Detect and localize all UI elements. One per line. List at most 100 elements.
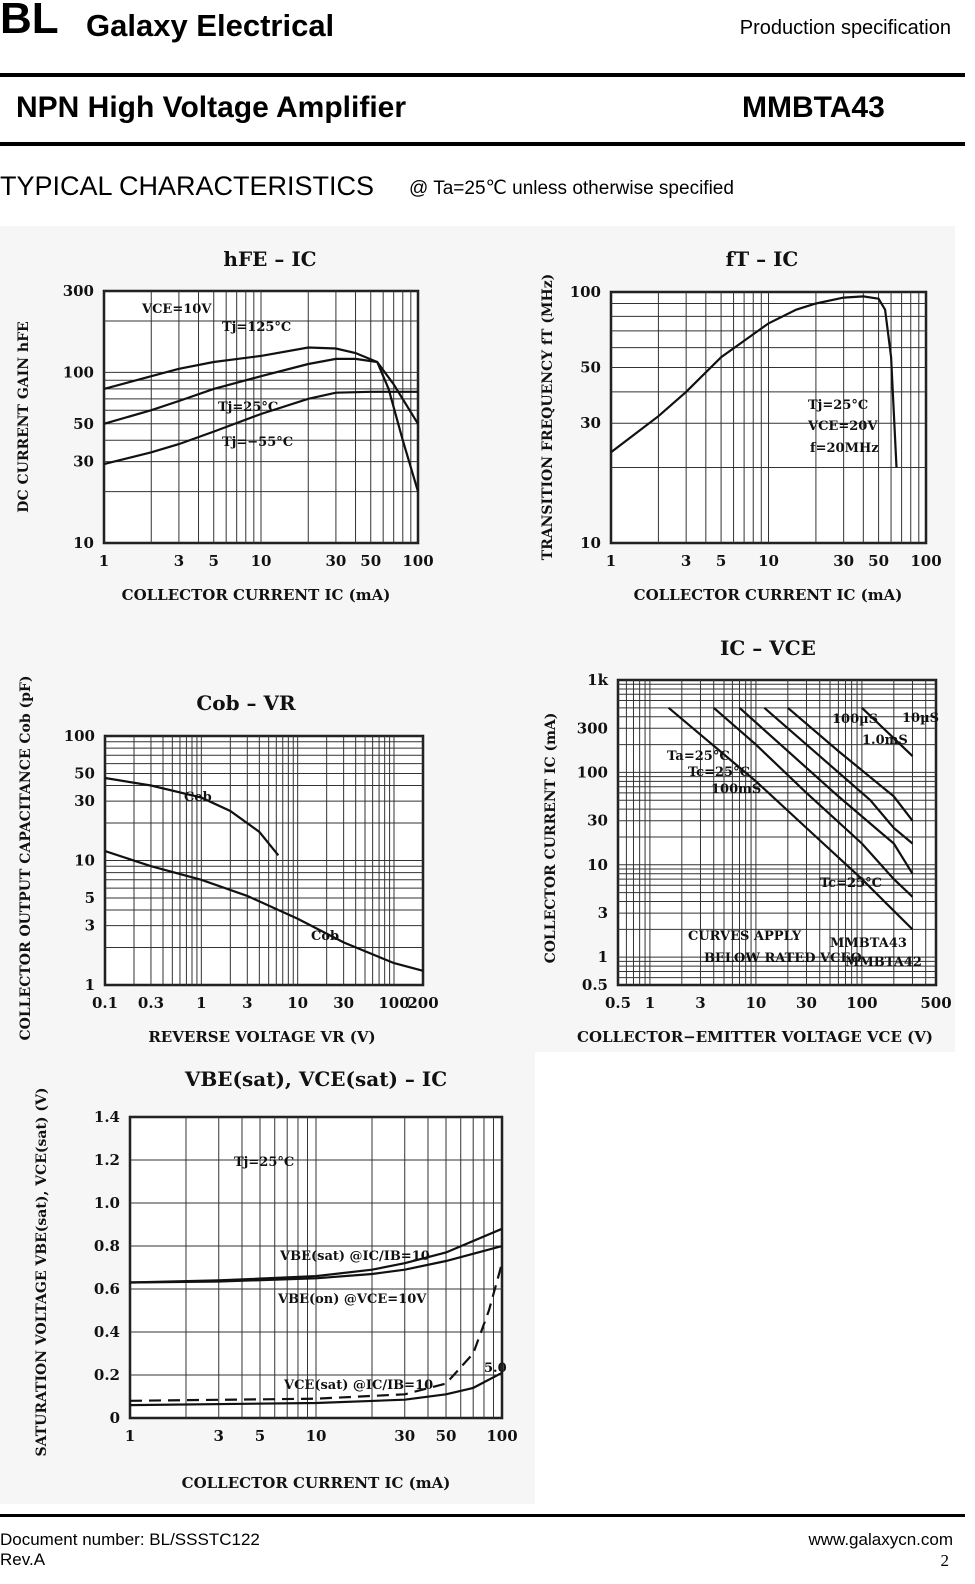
header-rule bbox=[0, 73, 965, 77]
series-line-6 bbox=[861, 707, 914, 757]
annotation: BELOW RATED VCEO bbox=[704, 951, 862, 966]
x-tick-label: 1 bbox=[645, 994, 655, 1012]
x-tick-label: 10 bbox=[287, 994, 308, 1012]
annotation: Tj=25°C bbox=[808, 398, 868, 413]
chart-title: IC – VCE bbox=[720, 636, 816, 660]
x-tick-label: 0.5 bbox=[605, 994, 631, 1012]
y-tick-label: 50 bbox=[74, 764, 95, 782]
y-tick-label: 1.0 bbox=[94, 1194, 120, 1212]
annotation: 100µS bbox=[832, 712, 878, 727]
annotation: 5.0 bbox=[484, 1361, 507, 1376]
annotation: Cob bbox=[311, 929, 339, 944]
x-tick-label: 10 bbox=[306, 1427, 327, 1445]
x-axis-label: COLLECTOR CURRENT IC (mA) bbox=[634, 586, 903, 604]
x-tick-label: 100 bbox=[486, 1427, 517, 1445]
annotation: Ta=25°C bbox=[667, 749, 730, 764]
annotation: f=20MHz bbox=[810, 441, 879, 456]
series-line-1 bbox=[667, 706, 914, 931]
company-name: Galaxy Electrical bbox=[86, 8, 335, 43]
y-tick-label: 100 bbox=[577, 763, 608, 781]
y-tick-label: 0.8 bbox=[94, 1237, 120, 1255]
page-number: 2 bbox=[940, 1551, 950, 1570]
annotation: VCE=10V bbox=[141, 302, 212, 317]
y-axis-label: TRANSITION FREQUENCY fT (MHz) bbox=[540, 274, 556, 561]
y-tick-label: 1 bbox=[85, 976, 95, 994]
annotation: Tc=25°C bbox=[688, 765, 750, 780]
y-tick-label: 10 bbox=[73, 534, 94, 552]
x-tick-label: 3 bbox=[681, 552, 691, 570]
series-line-3 bbox=[738, 706, 914, 875]
x-tick-label: 200 bbox=[407, 994, 438, 1012]
annotation: 10µS bbox=[902, 711, 939, 726]
annotation: Tc=25°C bbox=[820, 876, 882, 891]
y-axis-label: COLLECTOR CURRENT IC (mA) bbox=[543, 713, 559, 964]
x-tick-label: 50 bbox=[360, 552, 381, 570]
y-tick-label: 0.5 bbox=[582, 976, 608, 994]
x-tick-label: 5 bbox=[255, 1427, 265, 1445]
x-tick-label: 30 bbox=[333, 994, 354, 1012]
y-tick-label: 30 bbox=[580, 414, 601, 432]
chart-title: hFE – IC bbox=[223, 247, 316, 271]
x-tick-label: 1 bbox=[125, 1427, 135, 1445]
annotation: VCE=20V bbox=[807, 419, 878, 434]
x-tick-label: 30 bbox=[796, 994, 817, 1012]
y-tick-label: 30 bbox=[587, 812, 608, 830]
y-tick-label: 300 bbox=[577, 719, 608, 737]
chart-title: Cob – VR bbox=[196, 691, 296, 715]
chart-1: 1 3 5 10 30 50 100 10 30 50 100 300 hFE – IC COLLECTO… bbox=[16, 247, 434, 604]
series-line-2 bbox=[103, 357, 420, 492]
y-tick-label: 100 bbox=[64, 727, 95, 745]
x-tick-label: 5 bbox=[209, 552, 219, 570]
y-tick-label: 1k bbox=[587, 671, 608, 689]
plot-area bbox=[616, 678, 938, 987]
website-link[interactable]: www.galaxycn.com bbox=[808, 1530, 953, 1549]
series-line-5 bbox=[787, 706, 914, 822]
x-axis-label: COLLECTOR CURRENT IC (mA) bbox=[182, 1474, 451, 1492]
x-tick-label: 1 bbox=[606, 552, 616, 570]
product-title: NPN High Voltage Amplifier bbox=[16, 91, 407, 124]
series-line-3 bbox=[129, 1371, 503, 1407]
part-number: MMBTA43 bbox=[742, 91, 885, 124]
y-tick-label: 0.4 bbox=[94, 1323, 120, 1341]
x-axis-label: COLLECTOR CURRENT IC (mA) bbox=[122, 586, 391, 604]
series-line-2 bbox=[712, 706, 914, 898]
annotation: MMBTA42 bbox=[845, 955, 922, 970]
chart-title: fT – IC bbox=[726, 247, 799, 271]
logo: BL bbox=[0, 0, 59, 43]
spec-label: Production specification bbox=[739, 17, 951, 39]
x-tick-label: 5 bbox=[716, 552, 726, 570]
y-tick-label: 30 bbox=[74, 792, 95, 810]
annotation: VCE(sat) @IC/IB=10 bbox=[283, 1378, 433, 1393]
y-axis-label: SATURATION VOLTAGE VBE(sat), VCE(sat) (V… bbox=[34, 1087, 50, 1456]
x-tick-label: 50 bbox=[868, 552, 889, 570]
series-line-4 bbox=[129, 1262, 504, 1402]
document-number: Document number: BL/SSSTC122 bbox=[0, 1530, 260, 1549]
chart-2: 1 3 5 10 30 50 100 10 30 50 100 fT – IC COLLECTOR CU… bbox=[540, 247, 942, 604]
y-tick-label: 5 bbox=[85, 889, 95, 907]
x-tick-label: 100 bbox=[910, 552, 941, 570]
x-tick-label: 3 bbox=[174, 552, 184, 570]
x-tick-label: 10 bbox=[758, 552, 779, 570]
x-tick-label: 30 bbox=[325, 552, 346, 570]
x-axis-label: COLLECTOR−EMITTER VOLTAGE VCE (V) bbox=[577, 1028, 933, 1046]
y-tick-label: 10 bbox=[580, 534, 601, 552]
y-tick-label: 300 bbox=[63, 282, 94, 300]
y-tick-label: 0.2 bbox=[94, 1366, 120, 1384]
chart-4: 0.5 1 3 10 30 100 500 0.5 1 3 10 30 100 300 1k IC – VCE… bbox=[543, 636, 952, 1046]
series-line-2 bbox=[129, 1244, 503, 1284]
annotation: Tj=125°C bbox=[222, 320, 291, 335]
x-tick-label: 1 bbox=[196, 994, 206, 1012]
y-tick-label: 100 bbox=[63, 363, 94, 381]
x-tick-label: 1 bbox=[99, 552, 109, 570]
title-rule bbox=[0, 142, 965, 146]
x-tick-label: 10 bbox=[251, 552, 272, 570]
footer-rule bbox=[0, 1514, 965, 1517]
series-line-4 bbox=[763, 706, 914, 845]
annotation: Tj=25°C bbox=[218, 400, 278, 415]
y-tick-label: 1.4 bbox=[94, 1108, 120, 1126]
x-tick-label: 3 bbox=[214, 1427, 224, 1445]
x-tick-label: 0.1 bbox=[92, 994, 118, 1012]
y-tick-label: 1.2 bbox=[94, 1151, 120, 1169]
